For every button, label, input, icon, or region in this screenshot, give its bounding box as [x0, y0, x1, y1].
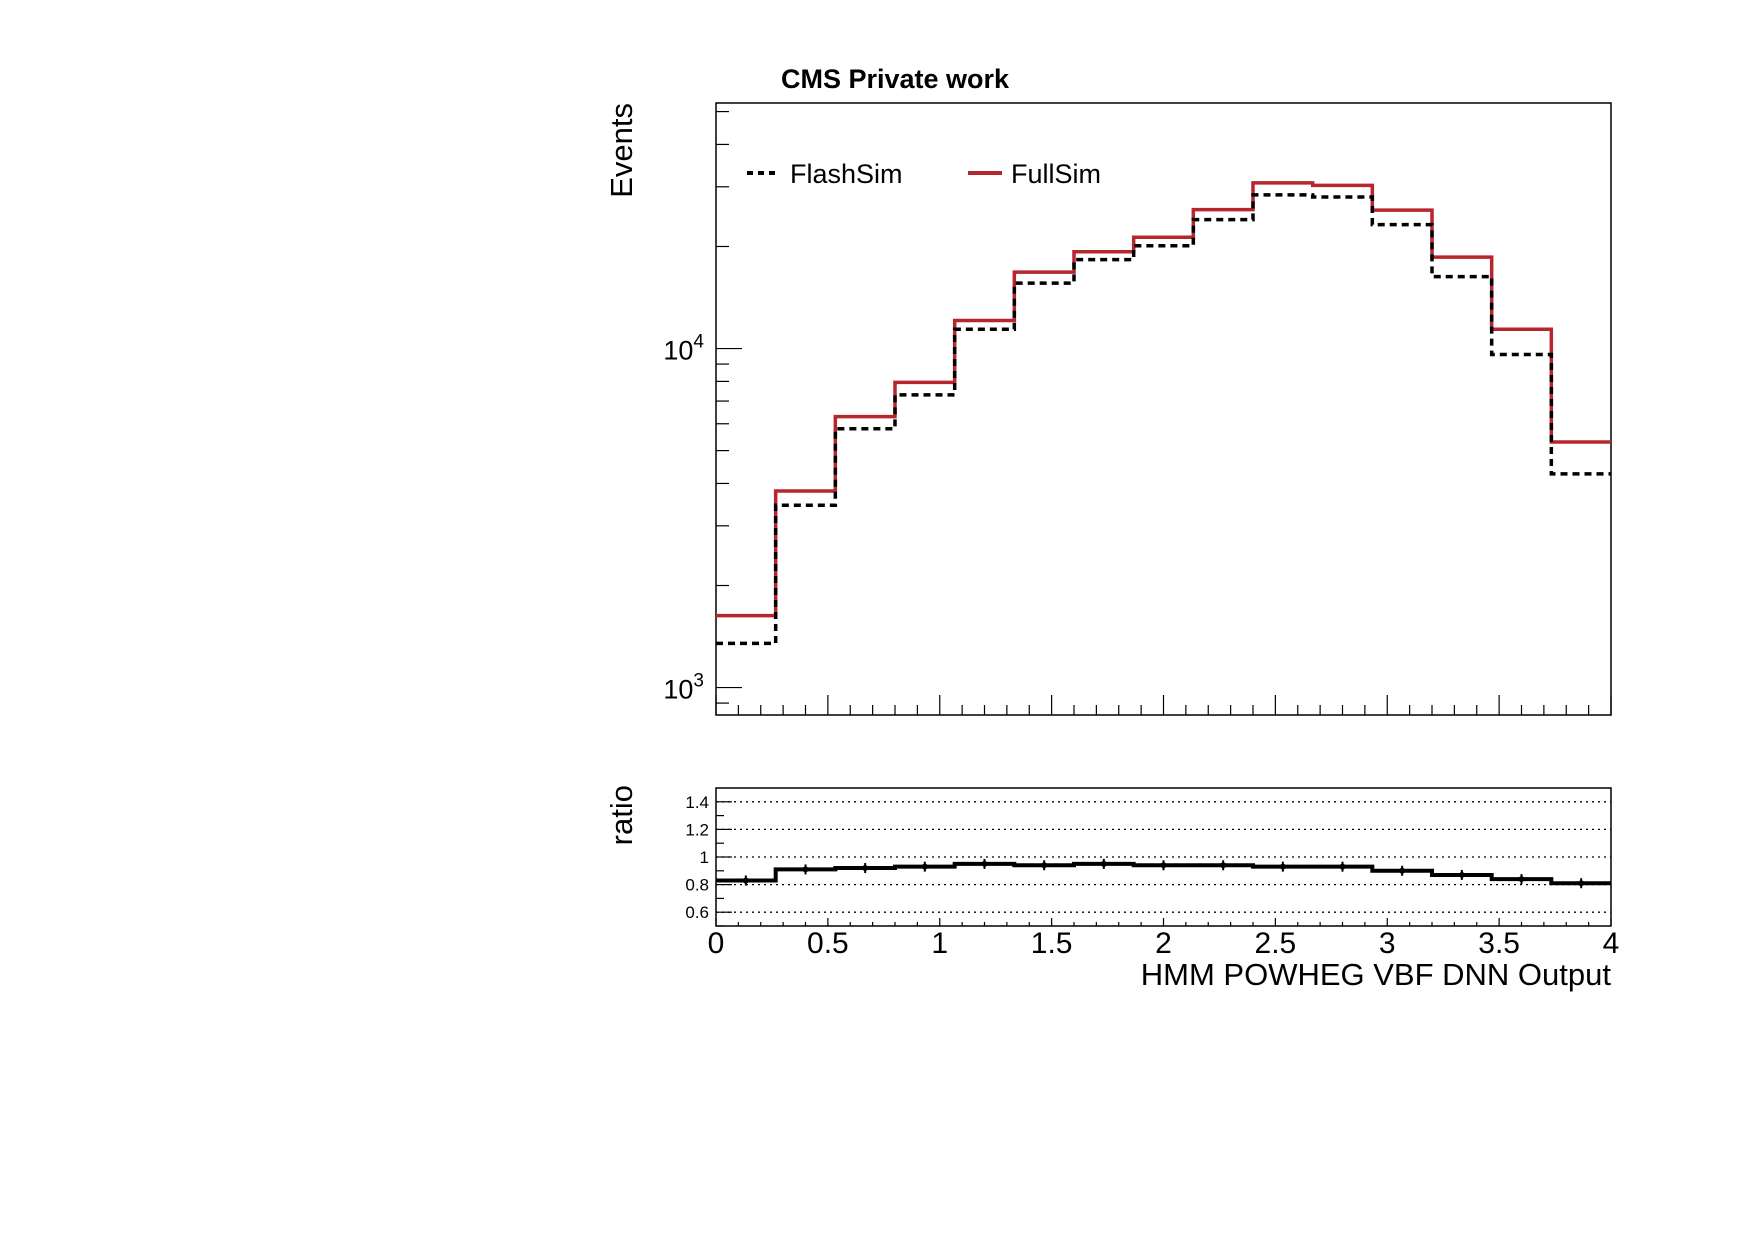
ratio-point	[1339, 863, 1346, 870]
main-y-axis: 103 104	[663, 110, 742, 705]
x-tick-label: 0.5	[807, 927, 849, 960]
x-tick-label: 1	[931, 927, 948, 960]
ratio-point	[742, 877, 749, 884]
chart-title: CMS Private work	[781, 64, 1010, 94]
main-plot-frame	[715, 102, 1612, 716]
ratio-point	[1518, 876, 1525, 883]
ratio-gridlines	[716, 801, 1611, 913]
x-axis-label: HMM POWHEG VBF DNN Output	[1141, 957, 1612, 992]
main-y-tick-label: 103	[663, 671, 704, 705]
ratio-y-tick-label: 0.8	[685, 876, 709, 895]
ratio-y-tick-label: 0.6	[685, 903, 709, 922]
main-plot-panel: 103 104 Events FlashSim FullSim	[604, 102, 1612, 716]
ratio-point	[1041, 862, 1048, 869]
x-tick-label: 0	[708, 927, 725, 960]
main-y-tick-label: 104	[663, 332, 704, 366]
ratio-y-axis-label: ratio	[604, 785, 639, 845]
x-tick-label: 3	[1379, 927, 1396, 960]
series-line-flashsim	[716, 193, 1611, 646]
legend-label-fullsim: FullSim	[1011, 159, 1101, 189]
ratio-y-tick-label: 1.4	[685, 793, 709, 812]
ratio-point	[1220, 862, 1227, 869]
main-x-axis-ticks	[715, 695, 1612, 715]
x-tick-label: 3.5	[1478, 927, 1520, 960]
x-tick-label: 2	[1155, 927, 1172, 960]
ratio-point	[1458, 871, 1465, 878]
ratio-point	[802, 866, 809, 873]
ratio-point	[981, 860, 988, 867]
x-tick-label: 1.5	[1031, 927, 1073, 960]
x-tick-label: 2.5	[1255, 927, 1297, 960]
ratio-y-axis: 0.6 0.8 1 1.2 1.4	[685, 793, 732, 927]
legend: FlashSim FullSim	[747, 159, 1101, 189]
ratio-point	[1578, 880, 1585, 887]
ratio-series-group	[716, 858, 1611, 889]
ratio-point	[921, 863, 928, 870]
ratio-point	[1100, 860, 1107, 867]
ratio-point	[862, 865, 869, 872]
series-line-fullsim	[716, 181, 1611, 618]
ratio-x-axis: 0 0.5 1 1.5 2 2.5 3 3.5 4	[708, 918, 1620, 960]
main-y-axis-label: Events	[604, 103, 639, 198]
legend-label-flashsim: FlashSim	[790, 159, 903, 189]
ratio-point	[1160, 862, 1167, 869]
ratio-point	[1279, 863, 1286, 870]
ratio-plot-panel: 0.6 0.8 1 1.2 1.4 0 0.5 1 1.5 2 2.5 3 3.5 4 ratio HM…	[604, 785, 1619, 992]
ratio-y-tick-label: 1.2	[685, 820, 709, 839]
ratio-plot-frame	[715, 787, 1612, 927]
x-tick-label: 4	[1603, 927, 1620, 960]
main-series-group	[716, 181, 1611, 646]
ratio-y-tick-label: 1	[700, 848, 709, 867]
ratio-point	[1399, 867, 1406, 874]
